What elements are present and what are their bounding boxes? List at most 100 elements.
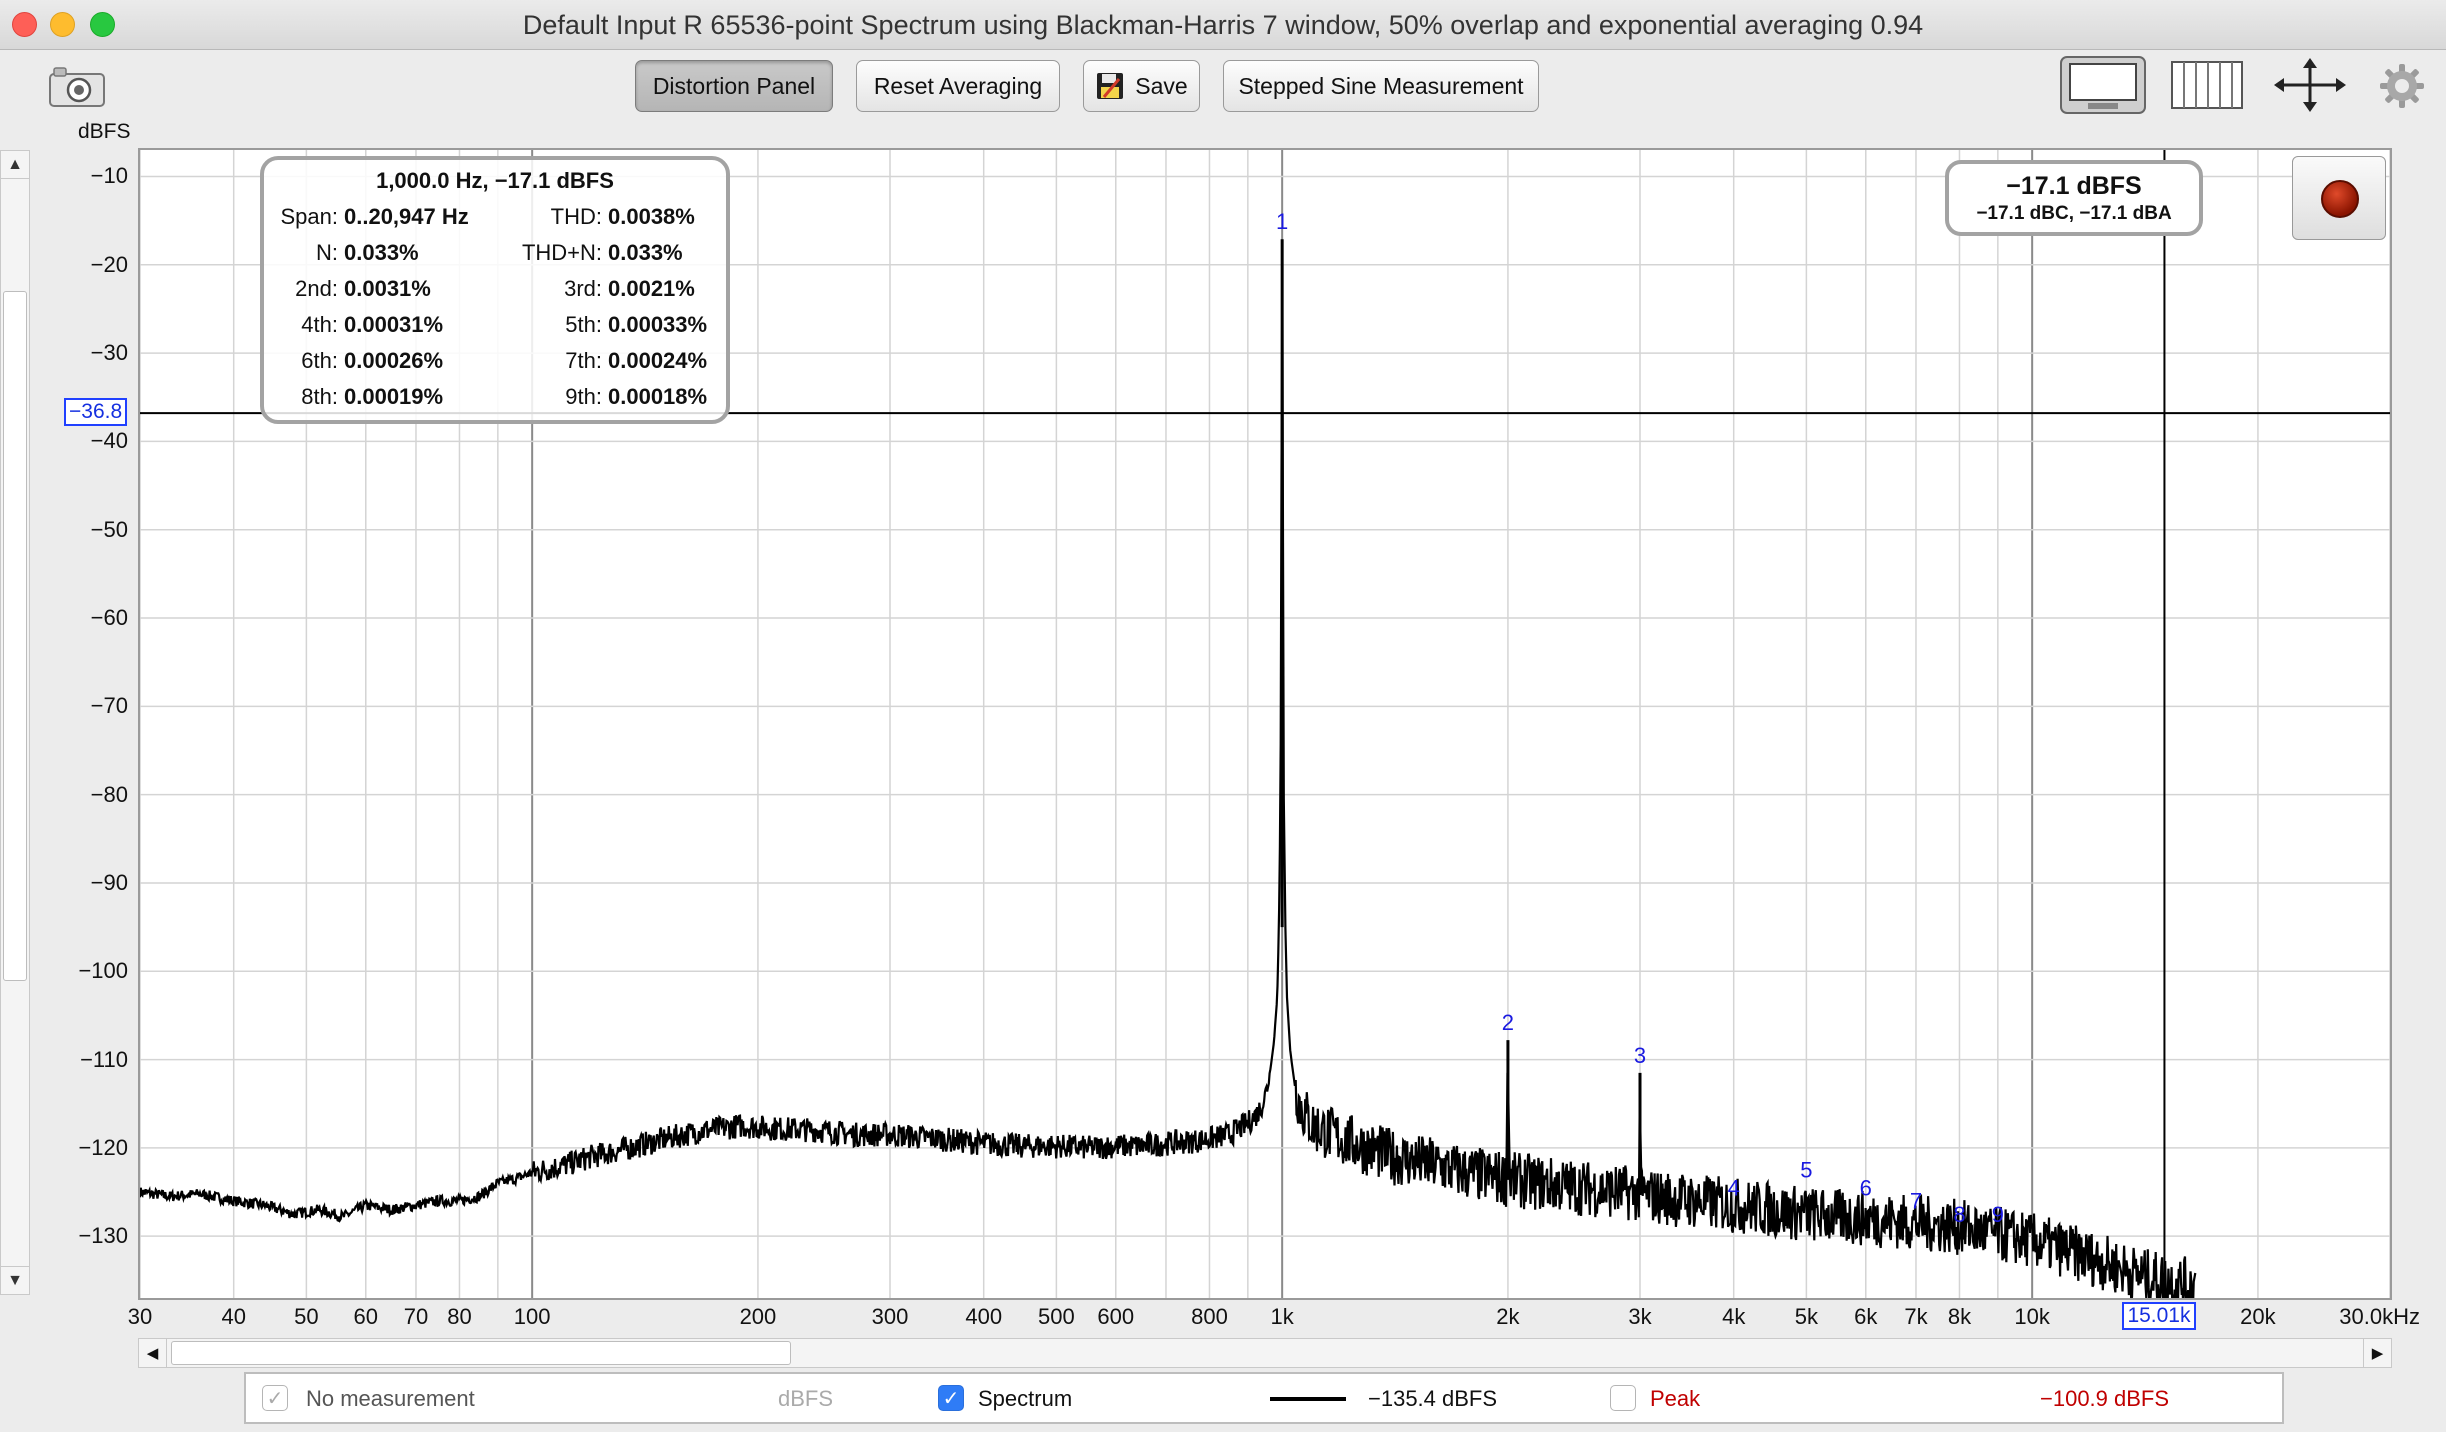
scroll-up-arrow-icon[interactable]: ▲ bbox=[1, 151, 29, 179]
distortion-row-right: 5th: 0.00033% bbox=[424, 312, 707, 338]
harmonic-marker-3: 3 bbox=[1634, 1043, 1646, 1068]
level-weighted-values: −17.1 dBC, −17.1 dBA bbox=[1976, 203, 2172, 224]
record-dot-icon bbox=[2321, 180, 2359, 218]
x-tick-label: 5k bbox=[1794, 1304, 1818, 1329]
harmonic-marker-2: 2 bbox=[1502, 1010, 1514, 1035]
distortion-label: 2nd: bbox=[295, 276, 338, 301]
x-tick-label: 400 bbox=[965, 1304, 1003, 1329]
harmonic-marker-8: 8 bbox=[1953, 1202, 1965, 1227]
y-tick-label: −70 bbox=[90, 693, 128, 719]
window-maximize-button[interactable] bbox=[90, 12, 115, 37]
gear-icon[interactable] bbox=[2378, 62, 2426, 110]
horizontal-scrollbar[interactable]: ◀ ▶ bbox=[138, 1338, 2392, 1368]
y-axis-unit: dBFS bbox=[78, 120, 131, 143]
no-measurement-label: No measurement bbox=[306, 1386, 475, 1411]
distortion-row-left: 6th: 0.00026% bbox=[264, 348, 443, 374]
x-tick-label: 20k bbox=[2240, 1304, 2276, 1329]
columns-view-icon[interactable] bbox=[2168, 56, 2246, 114]
distortion-value: 0.00018% bbox=[608, 384, 708, 409]
x-tick-label: 80 bbox=[447, 1304, 472, 1329]
distortion-label: 9th: bbox=[565, 384, 602, 409]
save-disk-icon bbox=[1097, 73, 1124, 99]
x-tick-label: 7k bbox=[1904, 1304, 1928, 1329]
distortion-value: 0..20,947 Hz bbox=[344, 204, 469, 229]
spectrum-trace bbox=[140, 272, 2197, 1298]
distortion-header: 1,000.0 Hz, −17.1 dBFS bbox=[376, 168, 614, 193]
no-measurement-checkbox[interactable]: ✓ bbox=[262, 1385, 288, 1411]
scroll-left-arrow-icon[interactable]: ◀ bbox=[139, 1339, 167, 1367]
distortion-label: 3rd: bbox=[564, 276, 602, 301]
spectrum-line-swatch bbox=[1270, 1397, 1346, 1401]
level-readout: −17.1 dBFS −17.1 dBC, −17.1 dBA bbox=[1945, 160, 2203, 236]
fit-arrows-icon[interactable] bbox=[2270, 56, 2350, 114]
x-tick-label: 2k bbox=[1496, 1304, 1520, 1329]
distortion-row-right: 7th: 0.00024% bbox=[424, 348, 707, 374]
distortion-label: N: bbox=[316, 240, 338, 265]
x-tick-label: 200 bbox=[739, 1304, 777, 1329]
spectrum-checkbox[interactable]: ✓ bbox=[938, 1385, 964, 1411]
y-tick-label: −90 bbox=[90, 869, 128, 895]
x-tick-label: 40 bbox=[221, 1304, 246, 1329]
x-tick-label: 600 bbox=[1097, 1304, 1135, 1329]
distortion-label: THD+N: bbox=[521, 240, 602, 265]
distortion-panel-button[interactable]: Distortion Panel bbox=[635, 60, 833, 112]
x-tick-label: 6k bbox=[1854, 1304, 1878, 1329]
no-measurement-unit: dBFS bbox=[778, 1386, 834, 1411]
x-tick-label: 8k bbox=[1947, 1304, 1972, 1329]
reset-averaging-button[interactable]: Reset Averaging bbox=[856, 60, 1060, 112]
horizontal-scroll-thumb[interactable] bbox=[171, 1341, 791, 1365]
y-tick-label: −120 bbox=[78, 1134, 128, 1160]
stepped-sine-measurement-button[interactable]: Stepped Sine Measurement bbox=[1223, 60, 1539, 112]
distortion-row-right: THD: 0.0038% bbox=[424, 204, 695, 230]
distortion-row-right: 9th: 0.00018% bbox=[424, 384, 707, 410]
x-tick-label: 50 bbox=[294, 1304, 319, 1329]
window-close-button[interactable] bbox=[12, 12, 37, 37]
distortion-value: 0.00031% bbox=[344, 312, 444, 337]
record-button[interactable] bbox=[2292, 156, 2386, 240]
x-tick-label: 10k bbox=[2014, 1304, 2050, 1329]
distortion-value: 0.0038% bbox=[608, 204, 695, 229]
harmonic-marker-9: 9 bbox=[1992, 1202, 2004, 1227]
legend: ✓ No measurement dBFS ✓ Spectrum −135.4 … bbox=[244, 1372, 2284, 1424]
scroll-right-arrow-icon[interactable]: ▶ bbox=[2363, 1339, 2391, 1367]
distortion-row-left: 2nd: 0.0031% bbox=[264, 276, 431, 302]
distortion-row-right: THD+N: 0.033% bbox=[424, 240, 683, 266]
graph-view-icon[interactable] bbox=[2060, 56, 2146, 114]
distortion-value: 0.00019% bbox=[344, 384, 444, 409]
peak-value: −100.9 dBFS bbox=[2040, 1386, 2170, 1411]
distortion-label: 8th: bbox=[301, 384, 338, 409]
scroll-down-arrow-icon[interactable]: ▼ bbox=[1, 1266, 29, 1294]
distortion-row-left: 4th: 0.00031% bbox=[264, 312, 443, 338]
distortion-value: 0.00024% bbox=[608, 348, 708, 373]
y-tick-label: −50 bbox=[90, 516, 128, 542]
x-cursor-label[interactable]: 15.01k bbox=[2122, 1302, 2196, 1330]
distortion-value: 0.00026% bbox=[344, 348, 444, 373]
x-tick-label: 800 bbox=[1191, 1304, 1228, 1329]
x-tick-label: 30 bbox=[127, 1304, 153, 1329]
x-tick-label: 500 bbox=[1038, 1304, 1075, 1329]
x-tick-label: 100 bbox=[513, 1304, 551, 1329]
level-main-value: −17.1 dBFS bbox=[2006, 172, 2142, 200]
x-tick-label: 300 bbox=[871, 1304, 909, 1329]
y-tick-label: −10 bbox=[90, 163, 128, 189]
camera-icon[interactable] bbox=[46, 64, 108, 108]
distortion-value: 0.033% bbox=[608, 240, 683, 265]
save-button-label: Save bbox=[1135, 72, 1188, 99]
distortion-value: 0.0021% bbox=[608, 276, 695, 301]
vertical-scrollbar[interactable]: ▲ ▼ bbox=[0, 150, 30, 1295]
peak-label: Peak bbox=[1650, 1386, 1701, 1411]
y-cursor-label[interactable]: −36.8 bbox=[64, 398, 128, 427]
vertical-scroll-thumb[interactable] bbox=[3, 291, 27, 981]
window-minimize-button[interactable] bbox=[50, 12, 75, 37]
x-tick-label: 4k bbox=[1722, 1304, 1746, 1329]
distortion-label: 5th: bbox=[565, 312, 602, 337]
y-tick-label: −110 bbox=[80, 1046, 128, 1072]
distortion-label: THD: bbox=[550, 204, 602, 229]
save-button[interactable]: Save bbox=[1083, 60, 1200, 112]
distortion-row-left: Span: 0..20,947 Hz bbox=[264, 204, 469, 230]
distortion-value: 0.0031% bbox=[344, 276, 431, 301]
spectrum-value: −135.4 dBFS bbox=[1368, 1386, 1498, 1411]
y-tick-label: −20 bbox=[90, 251, 128, 277]
harmonic-marker-7: 7 bbox=[1910, 1189, 1922, 1214]
peak-checkbox[interactable] bbox=[1610, 1385, 1636, 1411]
